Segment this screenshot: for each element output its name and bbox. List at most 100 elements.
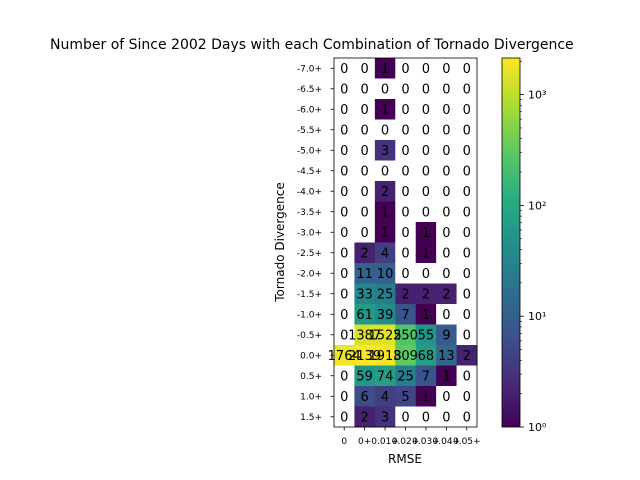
cell-value-label: 0 xyxy=(442,246,450,261)
heatmap-cell xyxy=(456,58,478,79)
cell-value-label: 4 xyxy=(381,390,389,405)
heatmap-cell xyxy=(374,406,396,428)
heatmap-cell xyxy=(334,99,355,120)
heatmap-cell xyxy=(374,222,396,243)
heatmap-cell xyxy=(334,283,355,305)
heatmap-cell xyxy=(395,222,417,243)
heatmap-cell xyxy=(374,242,396,264)
cell-value-label: 0 xyxy=(463,226,471,241)
cell-value-label: 0 xyxy=(401,185,409,200)
heatmap-cell xyxy=(354,406,376,428)
cell-value-label: 0 xyxy=(340,267,348,282)
heatmap-cell xyxy=(456,283,478,305)
heatmap-cell xyxy=(334,140,355,161)
heatmap-cell xyxy=(374,119,396,141)
y-tick-label: -1.0+ xyxy=(297,310,322,320)
heatmap-cell xyxy=(436,263,457,284)
heatmap-cell xyxy=(334,365,355,387)
cell-value-label: 0 xyxy=(422,185,430,200)
cell-value-label: 0 xyxy=(463,267,471,282)
heatmap-cell xyxy=(395,324,417,346)
cell-value-label: 0 xyxy=(340,103,348,118)
cell-value-label: 0 xyxy=(422,144,430,159)
cell-value-label: 0 xyxy=(340,62,348,77)
cell-value-label: 0 xyxy=(361,123,369,138)
cell-value-label: 0 xyxy=(442,164,450,179)
heatmap-cell xyxy=(456,304,478,325)
cell-value-label: 250 xyxy=(393,328,418,343)
cell-value-label: 0 xyxy=(361,205,369,220)
cell-value-label: 0 xyxy=(361,226,369,241)
y-tick-label: 1.5+ xyxy=(300,413,322,423)
cell-value-label: 7 xyxy=(401,308,409,323)
heatmap-cell xyxy=(354,181,376,202)
heatmap-cell xyxy=(415,181,437,202)
heatmap-cell xyxy=(354,140,376,161)
cell-value-label: 1 xyxy=(422,390,430,405)
heatmap-cell xyxy=(354,78,376,100)
heatmap-cell xyxy=(456,160,478,182)
heatmap-cell xyxy=(374,365,396,387)
cell-value-label: 0 xyxy=(442,185,450,200)
cell-value-label: 2 xyxy=(422,287,430,302)
cell-value-label: 0 xyxy=(463,144,471,159)
cell-value-label: 0 xyxy=(401,164,409,179)
cell-value-label: 2 xyxy=(361,410,369,425)
heatmap-cell xyxy=(436,58,457,79)
cell-value-label: 0 xyxy=(463,287,471,302)
cell-value-label: 1525 xyxy=(369,328,402,343)
cell-value-label: 61 xyxy=(356,308,373,323)
colorbar xyxy=(501,57,521,428)
cell-value-label: 0 xyxy=(340,287,348,302)
x-tick-label: 0.01+ xyxy=(371,437,399,447)
heatmap-cell xyxy=(374,181,396,202)
colorbar-tick-label: 10³ xyxy=(528,89,546,102)
cell-value-label: 309 xyxy=(393,349,418,364)
heatmap-cell xyxy=(436,324,457,346)
heatmap-cell xyxy=(374,263,396,284)
y-tick-label: -4.0+ xyxy=(297,187,322,197)
y-tick-label: -3.5+ xyxy=(297,208,322,218)
heatmap-cell xyxy=(334,222,355,243)
y-tick-label: -7.0+ xyxy=(297,64,322,74)
x-tick-label: 0.05+ xyxy=(453,437,481,447)
cell-value-label: 2 xyxy=(463,349,471,364)
cell-value-label: 0 xyxy=(340,369,348,384)
heatmap-cell xyxy=(456,181,478,202)
heatmap-cell xyxy=(354,365,376,387)
colorbar-tick-label: 10¹ xyxy=(528,310,546,323)
heatmap-cells xyxy=(334,58,478,428)
heatmap-cell xyxy=(374,58,396,79)
cell-value-label: 0 xyxy=(361,185,369,200)
cell-value-label: 0 xyxy=(422,62,430,77)
heatmap-cell xyxy=(456,365,478,387)
heatmap-cell xyxy=(374,304,396,325)
heatmap-cell xyxy=(374,201,396,223)
heatmap-cell xyxy=(436,386,457,407)
cell-value-label: 5 xyxy=(401,390,409,405)
heatmap-cell xyxy=(354,58,376,79)
colorbar-ticks: 10⁰ 10¹ 10² 10³ xyxy=(520,60,547,434)
cell-value-label: 1 xyxy=(422,246,430,261)
y-axis-label: Tornado Divergence xyxy=(273,182,287,302)
cell-value-label: 0 xyxy=(422,103,430,118)
cell-value-label: 1 xyxy=(381,62,389,77)
heatmap-cell xyxy=(395,58,417,79)
heatmap-cell xyxy=(436,201,457,223)
cell-value-label: 0 xyxy=(401,205,409,220)
cell-value-label: 0 xyxy=(381,164,389,179)
cell-value-label: 0 xyxy=(340,164,348,179)
heatmap-cell xyxy=(334,58,355,79)
cell-value-label: 0 xyxy=(340,82,348,97)
cell-value-label: 1 xyxy=(422,308,430,323)
cell-value-label: 0 xyxy=(442,62,450,77)
heatmap-cell xyxy=(354,160,376,182)
cell-value-label: 0 xyxy=(442,123,450,138)
heatmap-cell xyxy=(415,58,437,79)
cell-value-label: 1 xyxy=(381,226,389,241)
heatmap-cell xyxy=(456,406,478,428)
cell-value-label: 0 xyxy=(381,82,389,97)
heatmap-cell xyxy=(456,242,478,264)
cell-value-label: 0 xyxy=(463,82,471,97)
heatmap-cell xyxy=(374,99,396,120)
